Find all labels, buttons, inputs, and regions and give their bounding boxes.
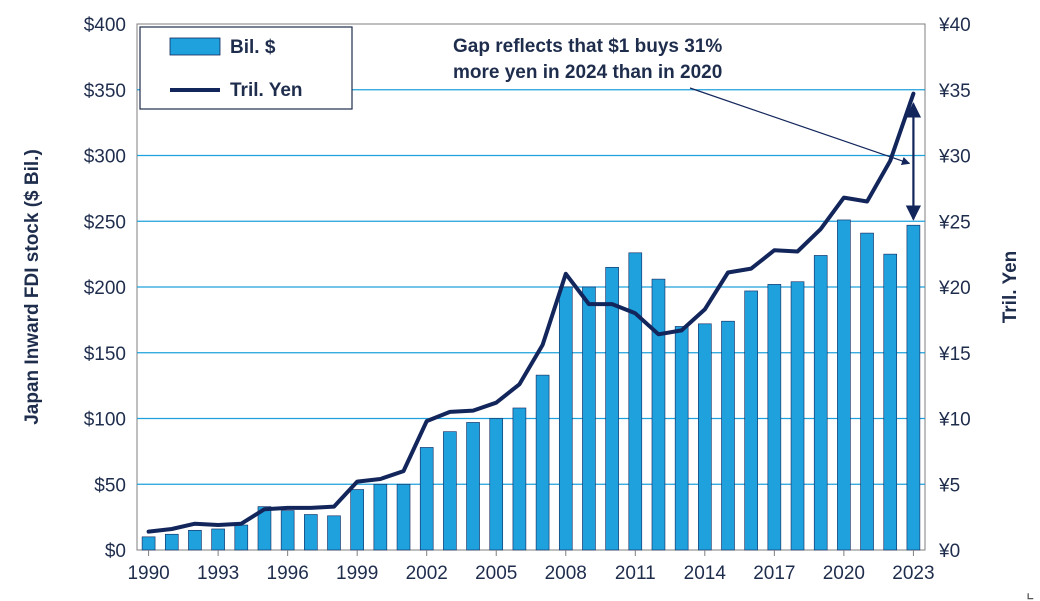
x-tick-label: 2020 [823, 563, 865, 584]
bar-2000 [373, 483, 388, 551]
bar-2023 [906, 224, 921, 551]
y-left-tick-label: $300 [84, 147, 126, 168]
x-tick-label: 1993 [197, 563, 239, 584]
bar-1998 [327, 515, 341, 551]
bar-2008 [558, 286, 573, 551]
y-axis-right-title: Tril. Yen [1000, 251, 1021, 324]
bar-2014 [698, 323, 712, 551]
bar-2007 [535, 374, 550, 551]
bar-1990 [141, 536, 156, 551]
bar-1991 [164, 533, 179, 551]
y-axis-left-ticks: $0 $50 $100 $150 $200 $250 $300 $350 $400 [84, 15, 126, 562]
bar-1997 [304, 514, 318, 551]
bar-2019 [813, 255, 828, 551]
yen-line-series [146, 91, 916, 534]
bar-2018 [790, 281, 805, 551]
annotation-line-1: Gap reflects that $1 buys 31% [453, 36, 722, 57]
x-axis-ticks: 1990 1993 1996 1999 2002 2005 2008 2011 2014 2017… [127, 550, 935, 584]
x-tick-label: 2023 [892, 563, 934, 584]
y-left-tick-label: $0 [105, 541, 126, 562]
bar-2006 [512, 407, 527, 551]
bar-1992 [188, 529, 202, 551]
x-tick-label: 2014 [684, 563, 727, 584]
legend-label-bar: Bil. $ [230, 37, 276, 58]
legend-swatch-bar [169, 37, 221, 56]
bar-2021 [860, 232, 874, 551]
y-left-tick-label: $50 [94, 475, 126, 496]
y-left-tick-label: $150 [84, 344, 126, 365]
x-tick-label: 2005 [475, 563, 517, 584]
corner-mark: ⌞ [1026, 582, 1034, 601]
bar-series [141, 219, 921, 551]
bar-1996 [280, 510, 295, 551]
annotation: Gap reflects that $1 buys 31% more yen i… [443, 30, 922, 221]
x-tick-label: 2017 [753, 563, 795, 584]
y-right-tick-label: ¥15 [938, 344, 971, 365]
bar-2003 [443, 431, 457, 551]
annotation-line-2: more yen in 2024 than in 2020 [453, 62, 722, 83]
bar-2004 [466, 422, 480, 551]
x-tick-label: 2011 [615, 563, 656, 584]
legend: Bil. $ Tril. Yen [139, 26, 353, 110]
bar-2005 [489, 418, 504, 551]
x-tick-label: 1990 [127, 563, 169, 584]
y-left-tick-label: $350 [84, 81, 126, 102]
y-axis-left-title: Japan Inward FDI stock ($ Bil.) [22, 149, 43, 425]
x-tick-label: 2002 [406, 563, 448, 584]
bar-2011 [628, 252, 643, 551]
bar-1999 [350, 489, 364, 551]
y-axis-right-ticks: ¥0 ¥5 ¥10 ¥15 ¥20 ¥25 ¥30 ¥35 ¥40 [938, 15, 971, 562]
bar-2015 [721, 320, 735, 551]
legend-label-line: Tril. Yen [230, 80, 303, 101]
annotation-box [443, 30, 788, 86]
bar-2002 [419, 447, 434, 551]
y-right-tick-label: ¥20 [938, 278, 971, 299]
bar-2016 [744, 290, 758, 551]
y-right-tick-label: ¥5 [938, 475, 960, 496]
bar-2022 [883, 253, 898, 551]
x-tick-label: 2008 [545, 563, 587, 584]
annotation-pointer-arrow [689, 87, 911, 165]
bar-2013 [674, 326, 689, 551]
y-left-tick-label: $250 [84, 212, 126, 233]
y-right-tick-label: ¥35 [938, 81, 971, 102]
bar-2020 [837, 219, 851, 551]
bar-1994 [234, 524, 249, 551]
bar-1995 [257, 506, 272, 551]
y-right-tick-label: ¥0 [938, 541, 960, 562]
bar-2017 [767, 284, 782, 551]
bar-2001 [396, 483, 411, 551]
y-right-tick-label: ¥10 [938, 410, 971, 431]
y-right-tick-label: ¥30 [938, 147, 971, 168]
x-tick-label: 1996 [267, 563, 309, 584]
y-right-tick-label: ¥25 [938, 212, 971, 233]
y-left-tick-label: $100 [84, 410, 126, 431]
bar-2010 [605, 266, 619, 551]
bar-2012 [651, 278, 666, 551]
bar-1993 [211, 528, 225, 551]
x-tick-label: 1999 [336, 563, 378, 584]
y-right-tick-label: ¥40 [938, 15, 971, 36]
bar-2009 [582, 286, 596, 551]
y-left-tick-label: $200 [84, 278, 126, 299]
y-left-tick-label: $400 [84, 15, 126, 36]
